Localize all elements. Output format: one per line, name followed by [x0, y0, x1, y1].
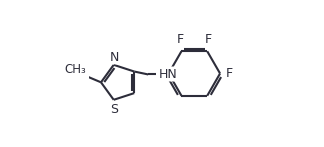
Text: HN: HN	[159, 67, 178, 81]
Text: S: S	[110, 103, 118, 116]
Text: CH₃: CH₃	[64, 63, 86, 76]
Text: F: F	[205, 33, 212, 46]
Text: F: F	[226, 67, 233, 80]
Text: F: F	[177, 33, 184, 46]
Text: N: N	[110, 51, 119, 64]
